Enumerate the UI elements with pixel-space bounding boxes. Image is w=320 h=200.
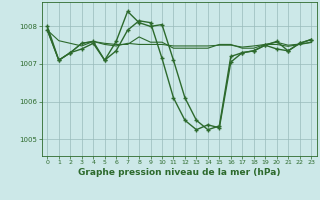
X-axis label: Graphe pression niveau de la mer (hPa): Graphe pression niveau de la mer (hPa)	[78, 168, 280, 177]
